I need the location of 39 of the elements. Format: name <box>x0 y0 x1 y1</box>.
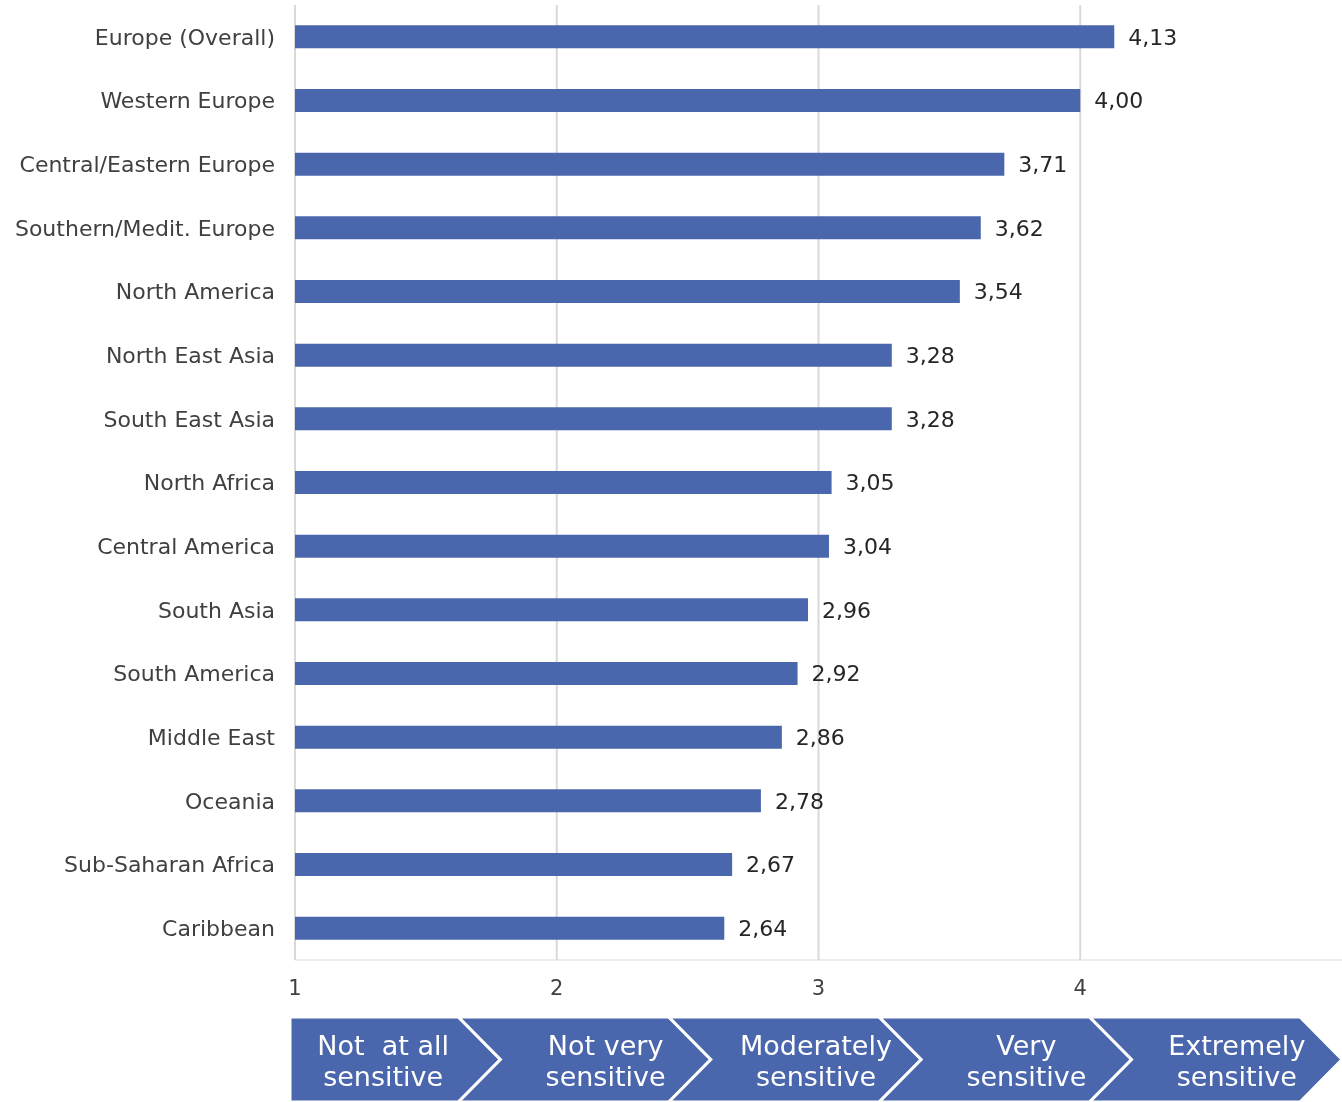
data-label: 3,54 <box>973 279 1023 305</box>
y-tick-label: Caribbean <box>162 915 275 941</box>
data-label: 3,28 <box>905 343 955 369</box>
data-label: 2,78 <box>774 788 824 814</box>
data-label: 2,67 <box>746 852 796 878</box>
x-tick-label: 4 <box>1073 975 1087 1000</box>
text: Very sensitive <box>966 1030 1087 1092</box>
text: Not very sensitive <box>545 1030 666 1092</box>
y-tick-label: Central/Eastern Europe <box>19 151 275 177</box>
y-tick-label: Central America <box>97 533 275 559</box>
data-label: 3,71 <box>1018 152 1068 178</box>
y-tick-label: South East Asia <box>103 406 275 432</box>
data-label: 3,04 <box>842 534 892 560</box>
y-tick-label: Western Europe <box>100 88 275 114</box>
y-tick-label: Southern/Medit. Europe <box>14 215 275 241</box>
y-tick-label: North East Asia <box>105 342 275 368</box>
y-tick-label: North America <box>115 279 275 305</box>
x-tick-label: 2 <box>550 975 564 1000</box>
data-label: 3,05 <box>845 470 895 496</box>
y-tick-label: South America <box>113 661 275 687</box>
data-label: 2,64 <box>738 916 788 942</box>
y-tick-label: Middle East <box>147 724 276 750</box>
x-tick-label: 3 <box>811 975 826 1000</box>
data-label: 4,00 <box>1094 88 1144 114</box>
data-label: 3,62 <box>994 215 1044 241</box>
y-tick-label: North Africa <box>143 470 275 496</box>
data-label: 2,86 <box>795 725 845 751</box>
y-tick-label: Europe (Overall) <box>94 24 275 50</box>
data-label: 2,92 <box>811 661 861 687</box>
y-tick-label: Sub-Saharan Africa <box>64 852 275 878</box>
text: Not at all sensitive <box>317 1030 450 1092</box>
y-tick-label: South Asia <box>157 597 275 623</box>
x-tick-label: 1 <box>288 975 302 1000</box>
text: Extremely sensitive <box>1168 1030 1306 1092</box>
data-label: 2,96 <box>822 597 872 623</box>
data-label: 4,13 <box>1128 24 1178 50</box>
data-label: 3,28 <box>905 406 955 432</box>
y-tick-label: Oceania <box>185 788 275 814</box>
text: Moderately sensitive <box>740 1030 892 1092</box>
